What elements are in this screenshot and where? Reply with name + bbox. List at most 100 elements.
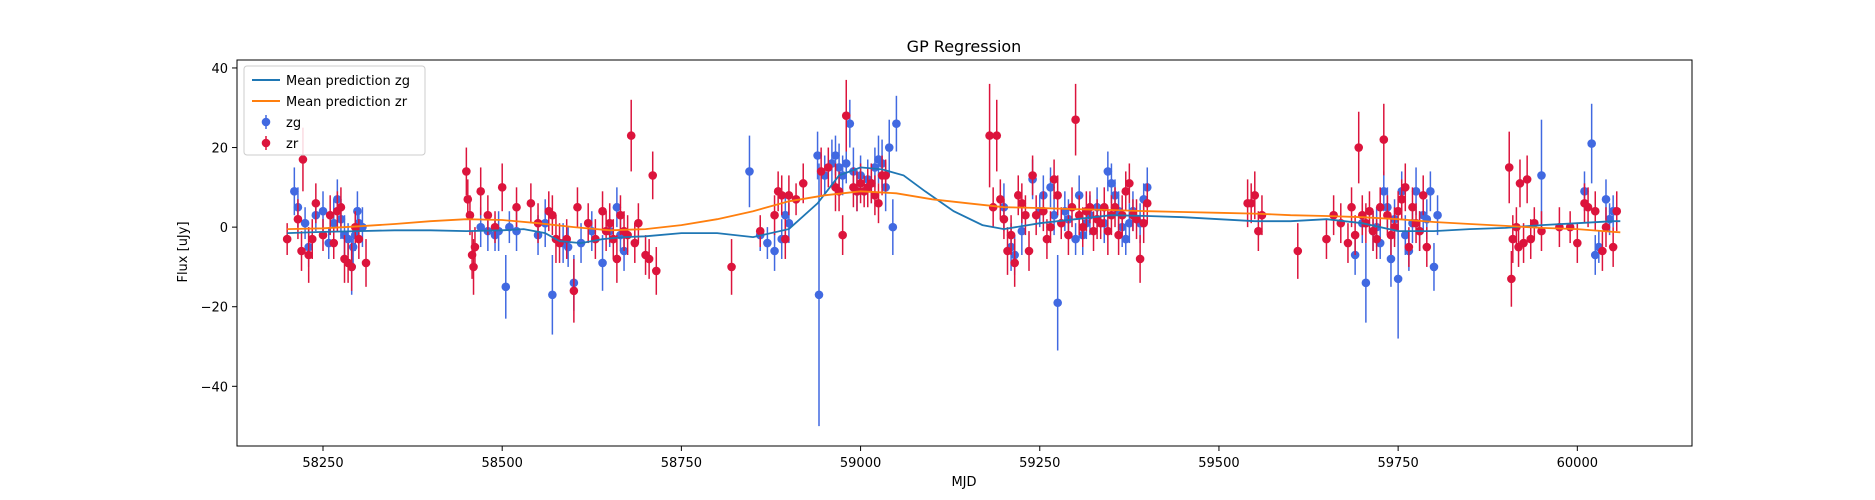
data-point-zg [1107,179,1116,188]
data-point-zr [483,210,493,220]
plot-content [282,79,1622,427]
data-point-zr [838,230,847,240]
data-point-zr [816,167,826,176]
y-tick-label: 0 [220,221,228,236]
data-point-zr [329,238,339,248]
x-tick-label: 59250 [1019,456,1060,471]
chart-title: GP Regression [907,37,1022,56]
y-tick-label: 20 [211,142,228,157]
data-point-zr [361,258,371,268]
data-point-zr [1053,190,1062,200]
data-point-zr [1067,202,1077,212]
data-point-zr [1537,226,1546,236]
data-point-zr [1064,230,1073,240]
y-tick-label: 40 [211,62,228,77]
data-point-zr [881,171,890,180]
data-point-zr [1003,246,1012,256]
data-point-zr [784,190,794,200]
data-point-zg [834,163,844,172]
data-point-zr [1042,234,1052,244]
data-point-zg [290,187,299,196]
data-point-zr [1515,179,1525,188]
data-point-zg [548,290,557,300]
data-point-zr [1365,206,1374,216]
data-point-zg [770,246,779,256]
data-point-zr [616,210,625,220]
data-point-zr [1017,198,1027,208]
data-point-zr [1013,190,1023,200]
data-point-zr [463,194,473,204]
data-point-zr [1350,230,1360,240]
data-point-zr [1601,222,1611,232]
data-point-zr [648,171,658,180]
data-point-zr [307,234,317,244]
data-point-zr [304,250,313,260]
data-point-zg [343,234,353,244]
data-point-zr [1343,238,1353,248]
data-point-zg [1361,278,1371,288]
data-point-zg [1411,187,1421,196]
data-point-zg [300,218,310,228]
data-point-zr [526,198,536,208]
data-point-zr [874,198,883,208]
data-point-zr [1598,246,1607,256]
data-point-zr [870,190,880,200]
data-point-zr [798,179,808,188]
data-point-zr [476,187,485,196]
data-point-zr [1049,175,1059,184]
data-point-zr [1046,222,1055,232]
data-point-zr [1519,238,1528,248]
data-point-zg [813,151,822,160]
data-point-zr [497,183,507,192]
data-point-zr [985,131,994,140]
data-point-zg [1587,139,1596,148]
data-point-zg [1401,230,1410,240]
data-point-zr [1368,226,1378,236]
data-point-zr [1132,214,1141,224]
data-point-zr [856,179,865,188]
data-point-zg [1049,210,1059,220]
data-point-zr [293,214,303,224]
data-point-zr [777,190,787,200]
data-point-zg [329,218,339,228]
data-point-zr [1135,254,1145,264]
data-point-zr [512,202,521,212]
data-point-zr [630,238,640,248]
data-point-zg [1590,250,1600,260]
data-point-zg [1393,274,1403,284]
data-point-zr [569,286,579,296]
data-point-zr [1504,163,1514,172]
data-point-zg [1053,298,1062,308]
data-point-zr [1347,202,1356,212]
plot-area: 58250 58500 58750 59000 59250 59500 59750 60000… [201,59,1693,471]
mean-prediction-line-2 [287,190,1621,234]
data-point-zr [1257,210,1267,220]
legend-box [243,65,426,156]
data-point-zr [583,218,593,228]
data-point-zr [996,194,1005,204]
data-point-zr [867,179,876,188]
data-point-zg [348,242,358,252]
data-point-zr [354,234,364,244]
data-point-zr [1583,202,1593,212]
x-tick-label: 60000 [1557,456,1598,471]
data-point-zg [745,167,754,176]
data-point-zr [1031,210,1041,220]
data-point-zr [1096,218,1105,228]
data-point-zr [999,214,1009,224]
data-point-zr [1573,238,1582,248]
data-point-zr [1021,210,1030,220]
data-point-zr [470,242,480,252]
data-point-zr [824,163,833,172]
data-point-zg [1429,262,1439,272]
data-point-zg [763,238,772,248]
x-tick-label: 58250 [302,456,343,471]
data-point-zg [1071,234,1080,244]
data-point-zr [1125,179,1134,188]
legend-marker-swatch [261,138,271,148]
data-point-zr [573,202,582,212]
data-point-zr [1522,175,1532,184]
data-point-zg [1046,183,1055,192]
data-point-zr [1401,183,1410,192]
